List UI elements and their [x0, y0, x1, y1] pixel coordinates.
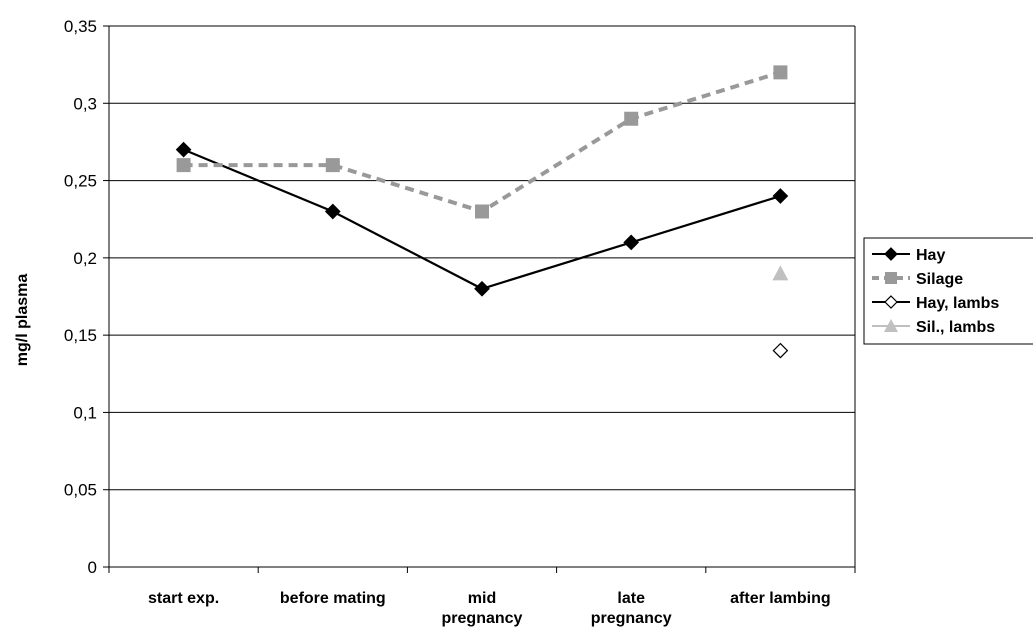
legend-swatch-marker — [884, 295, 898, 309]
data-point — [624, 111, 639, 126]
y-tick-label: 0 — [88, 558, 97, 577]
y-tick-label: 0,1 — [73, 403, 97, 422]
legend: Hay Silage Hay, lambs Sil., lambs — [863, 237, 1033, 345]
legend-swatch-marker — [885, 272, 897, 284]
legend-swatch-marker — [884, 247, 898, 261]
data-point — [474, 280, 490, 297]
y-tick-label: 0,2 — [73, 249, 97, 268]
x-tick-label-line: after lambing — [730, 590, 830, 607]
series-line — [183, 148, 781, 290]
x-tick-label: start exp. — [148, 590, 219, 607]
legend-item: Silage — [872, 271, 963, 288]
data-point — [772, 188, 789, 204]
data-point — [475, 204, 489, 219]
grid-lines — [109, 25, 855, 491]
legend-item: Sil., lambs — [872, 319, 995, 336]
x-tick-label: after lambing — [730, 590, 830, 607]
legend-label: Hay — [916, 247, 945, 264]
y-axis-label: mg/l plasma — [14, 274, 31, 367]
series-group — [175, 65, 789, 359]
legend-item: Hay — [872, 247, 945, 264]
data-point — [324, 203, 341, 220]
data-point — [773, 65, 788, 80]
x-tick-label-line: pregnancy — [442, 610, 523, 627]
y-axis-ticks: 0 0,05 0,1 0,15 0,2 0,25 0,3 0,35 — [64, 17, 109, 577]
series-1 — [176, 65, 788, 219]
y-tick-label: 0,05 — [64, 481, 97, 500]
data-point — [325, 158, 340, 173]
data-point — [175, 141, 192, 158]
data-point — [176, 158, 191, 173]
series-line — [183, 70, 781, 214]
x-axis-ticks: start exp. before mating mid pregnancy late p… — [108, 567, 856, 627]
y-tick-label: 0,35 — [64, 17, 97, 36]
x-tick-label-line: before mating — [280, 590, 386, 607]
y-tick-label: 0,3 — [73, 94, 97, 113]
series-0 — [175, 141, 789, 297]
x-tick-label: mid pregnancy — [442, 590, 523, 627]
series-3 — [772, 265, 789, 281]
x-tick-label-line: late — [617, 590, 645, 607]
x-tick-label-line: mid — [468, 590, 496, 607]
y-tick-label: 0,15 — [64, 326, 97, 345]
y-tick-label: 0,25 — [64, 172, 97, 191]
legend-swatch-marker — [884, 319, 898, 332]
data-point — [772, 265, 789, 281]
data-point — [623, 234, 640, 251]
x-tick-label: late pregnancy — [591, 590, 672, 627]
series-2 — [772, 342, 789, 359]
legend-label: Sil., lambs — [916, 319, 995, 336]
legend-item: Hay, lambs — [872, 295, 999, 312]
plot-area — [108, 26, 856, 568]
x-tick-label: before mating — [280, 590, 386, 607]
data-point — [772, 342, 789, 359]
x-tick-label-line: start exp. — [148, 590, 219, 607]
legend-label: Silage — [916, 271, 963, 288]
legend-label: Hay, lambs — [916, 295, 999, 312]
x-tick-label-line: pregnancy — [591, 610, 672, 627]
